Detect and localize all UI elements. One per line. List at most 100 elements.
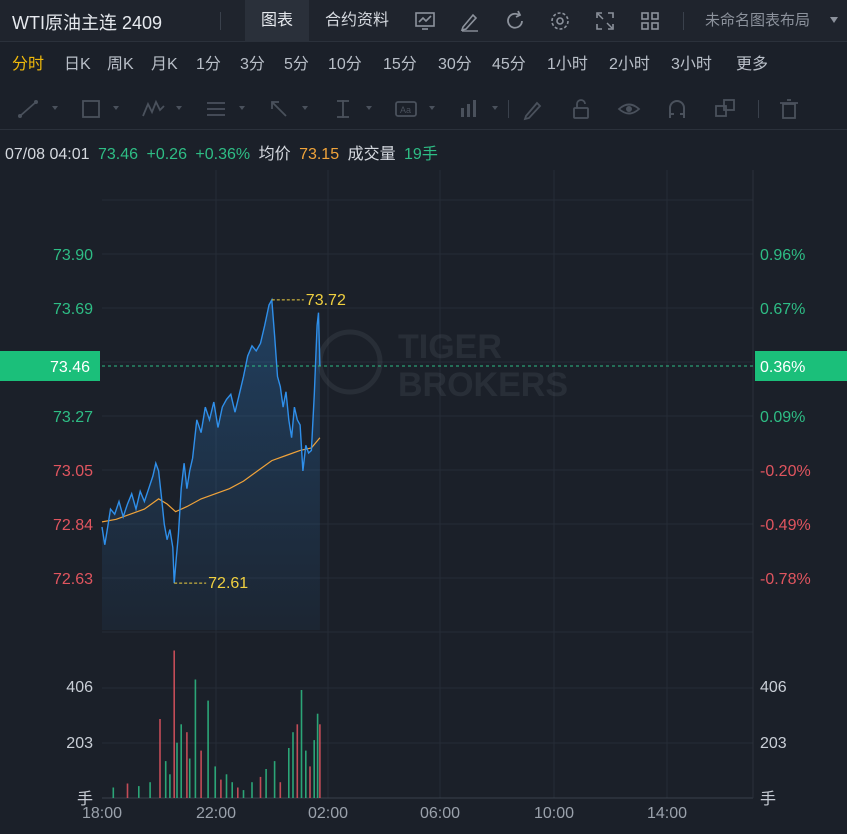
avg-price-line xyxy=(101,437,321,523)
volume-bar xyxy=(149,782,151,798)
x-tick-label: 14:00 xyxy=(647,805,687,822)
chevron-down-icon[interactable] xyxy=(52,106,58,110)
quote-change-pct: +0.36% xyxy=(195,146,251,163)
period-45min[interactable]: 45分 xyxy=(492,56,526,73)
current-pct-tag-text: 0.36% xyxy=(760,359,805,376)
volume-bar xyxy=(273,761,276,798)
quote-price: 73.46 xyxy=(97,146,139,163)
watermark-text: TIGER xyxy=(398,328,502,366)
period-2hour[interactable]: 2小时 xyxy=(609,56,650,73)
period-1hour[interactable]: 1小时 xyxy=(547,56,588,73)
watermark-text: BROKERS xyxy=(398,366,568,404)
rectangle-icon[interactable] xyxy=(78,96,104,122)
symbol-title[interactable]: WTI原油主连 2409 xyxy=(12,13,163,33)
period-5min[interactable]: 5分 xyxy=(284,56,309,73)
y-pct-tick-label: -0.78% xyxy=(760,571,811,588)
volume-bar xyxy=(164,761,167,798)
period-monthly[interactable]: 月K xyxy=(151,56,178,73)
volume-bar xyxy=(279,782,282,798)
wave-pattern-icon[interactable] xyxy=(140,96,166,122)
period-30min[interactable]: 30分 xyxy=(438,56,472,73)
period-15min[interactable]: 15分 xyxy=(383,56,417,73)
volume-value: 19手 xyxy=(404,146,438,163)
period-10min[interactable]: 10分 xyxy=(328,56,362,73)
settings-icon[interactable] xyxy=(548,9,572,33)
volume-bar xyxy=(309,766,311,798)
volume-tick-label: 406 xyxy=(66,679,93,696)
chevron-down-icon[interactable] xyxy=(302,106,308,110)
chevron-down-icon[interactable] xyxy=(492,106,498,110)
period-3min[interactable]: 3分 xyxy=(240,56,265,73)
volume-bar xyxy=(265,769,267,798)
volume-bar xyxy=(188,758,191,798)
x-tick-label: 06:00 xyxy=(420,805,460,822)
lock-icon[interactable] xyxy=(568,96,594,122)
volume-bar xyxy=(305,750,307,798)
tab-contract-info[interactable]: 合约资料 xyxy=(325,12,390,29)
current-pct-tag xyxy=(755,351,847,381)
y-tick-label: 73.05 xyxy=(53,463,93,480)
period-weekly[interactable]: 周K xyxy=(107,56,134,73)
indicator-icon[interactable] xyxy=(413,9,437,33)
eye-icon[interactable] xyxy=(616,96,642,122)
refresh-icon[interactable] xyxy=(503,9,527,33)
layers-icon[interactable] xyxy=(712,96,738,122)
volume-bar xyxy=(180,724,182,798)
period-1min[interactable]: 1分 xyxy=(196,56,221,73)
draw-icon[interactable] xyxy=(458,9,482,33)
divider xyxy=(683,12,684,30)
chevron-down-icon[interactable] xyxy=(830,17,838,23)
x-tick-label: 22:00 xyxy=(196,805,236,822)
volume-bar xyxy=(200,750,202,798)
x-tick-label: 18:00 xyxy=(82,805,122,822)
chevron-down-icon[interactable] xyxy=(176,106,182,110)
tab-chart[interactable]: 图表 xyxy=(245,0,309,42)
y-pct-tick-label: 0.09% xyxy=(760,409,805,426)
volume-bar xyxy=(231,782,233,798)
fullscreen-icon[interactable] xyxy=(593,9,617,33)
chevron-down-icon[interactable] xyxy=(113,106,119,110)
volume-bar xyxy=(259,776,262,798)
avg-price-value: 73.15 xyxy=(299,146,340,163)
y-pct-tick-label: -0.49% xyxy=(760,517,811,534)
grid-layout-icon[interactable] xyxy=(638,9,662,33)
measure-icon[interactable] xyxy=(456,96,482,122)
period-intraday[interactable]: 分时 xyxy=(12,56,45,73)
trend-line-icon[interactable] xyxy=(16,96,42,122)
volume-bar xyxy=(292,732,294,798)
chevron-down-icon[interactable] xyxy=(239,106,245,110)
x-tick-label: 02:00 xyxy=(308,805,348,822)
current-price-tag-text: 73.46 xyxy=(50,359,90,376)
text-tool-icon[interactable]: Aa xyxy=(393,96,419,122)
volume-bar xyxy=(138,786,140,798)
y-pct-tick-label: -0.20% xyxy=(760,463,811,480)
trash-icon[interactable] xyxy=(776,96,802,122)
volume-bar xyxy=(316,713,319,798)
chevron-down-icon[interactable] xyxy=(429,106,435,110)
period-bar: 分时 日K 周K 月K 1分 3分 5分 10分 15分 30分 45分 1小时… xyxy=(0,43,847,129)
volume-bar xyxy=(159,719,161,798)
volume-tick-label: 203 xyxy=(760,735,787,752)
arrow-icon[interactable] xyxy=(266,96,292,122)
top-bar: WTI原油主连 2409 图表 合约资料 未命名图表布局 xyxy=(0,0,847,42)
vertical-line-icon[interactable] xyxy=(330,96,356,122)
volume-unit-label: 手 xyxy=(77,790,93,808)
x-tick-label: 10:00 xyxy=(534,805,574,822)
chevron-down-icon[interactable] xyxy=(366,106,372,110)
volume-bar xyxy=(242,790,245,798)
magnet-icon[interactable] xyxy=(664,96,690,122)
period-daily[interactable]: 日K xyxy=(64,56,91,73)
layout-name[interactable]: 未命名图表布局 xyxy=(705,12,811,29)
drawing-toolbar: Aa xyxy=(0,88,847,130)
fibonacci-icon[interactable] xyxy=(203,96,229,122)
current-price-tag xyxy=(0,351,100,381)
period-more[interactable]: 更多 xyxy=(736,56,769,73)
divider xyxy=(758,100,759,118)
volume-bar xyxy=(207,700,209,798)
period-3hour[interactable]: 3小时 xyxy=(671,56,712,73)
pen-icon[interactable] xyxy=(520,96,546,122)
divider xyxy=(508,100,509,118)
volume-unit-label: 手 xyxy=(760,790,776,808)
price-area xyxy=(102,299,320,630)
